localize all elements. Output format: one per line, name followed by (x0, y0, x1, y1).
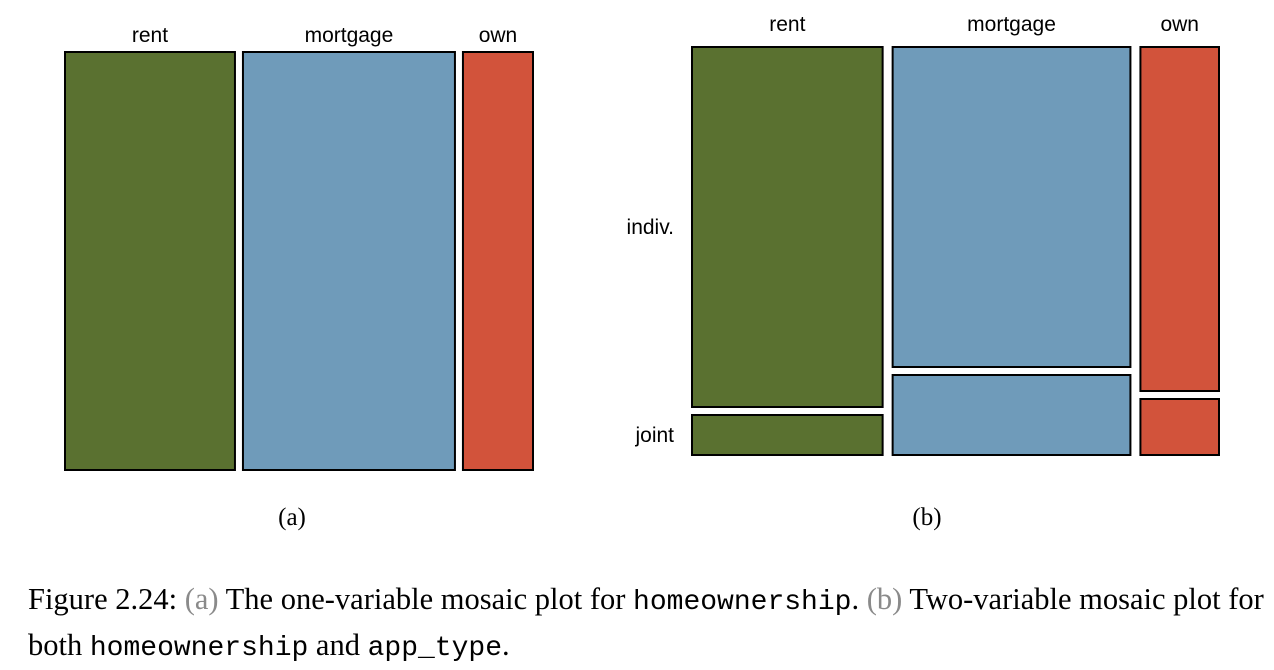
mosaic-b-tile-rent-joint (691, 414, 884, 456)
mosaic-b-row-label-indiv: indiv. (627, 216, 674, 239)
mosaic-b-tile-own-indiv (1139, 46, 1221, 392)
mosaic-a-tile-mortgage (241, 51, 456, 471)
mosaic-b-column-label-own: own (1160, 13, 1199, 36)
mosaic-b-column-label-mortgage: mortgage (967, 13, 1056, 36)
mosaic-b-tile-own-joint (1139, 398, 1221, 456)
caption-a-marker: (a) (184, 582, 219, 616)
mosaic-b-column-label-rent: rent (769, 13, 805, 36)
panel-b: rent mortgage own indiv. joint (627, 13, 1221, 456)
panel-a-label: (a) (278, 504, 306, 531)
mosaic-a-tile-own (461, 51, 534, 471)
mosaic-b-tile-mortgage-indiv (891, 46, 1132, 368)
figure-caption: Figure 2.24: (a) The one-variable mosaic… (28, 578, 1268, 670)
panel-b-label: (b) (912, 504, 941, 531)
caption-figure-label: Figure 2.24: (28, 582, 178, 616)
mosaic-b-tile-rent-indiv (691, 46, 884, 408)
caption-a-end: . (851, 582, 860, 616)
caption-b-marker: (b) (866, 582, 903, 616)
mosaic-a-column-label-own: own (479, 24, 518, 47)
caption-a-variable: homeownership (633, 587, 852, 618)
mosaic-b-tile-mortgage-joint (891, 374, 1132, 456)
caption-b-variable-1: homeownership (89, 633, 309, 664)
caption-b-text: Two-variable mosaic plot for both (28, 582, 1264, 662)
mosaic-a-column-label-rent: rent (132, 24, 168, 47)
caption-b-variable-2: app_type (367, 633, 503, 664)
mosaic-a-column-label-mortgage: mortgage (305, 24, 394, 47)
mosaic-figure: rent mortgage own rent mortgage own indiv. joi… (64, 13, 1221, 531)
caption-b-and: and (315, 628, 360, 662)
mosaic-a-tile-rent (64, 51, 236, 471)
mosaic-b-row-label-joint: joint (634, 424, 674, 447)
caption-a-text: The one-variable mosaic plot for (225, 582, 626, 616)
panel-a: rent mortgage own (64, 24, 534, 471)
caption-b-end: . (502, 628, 510, 662)
